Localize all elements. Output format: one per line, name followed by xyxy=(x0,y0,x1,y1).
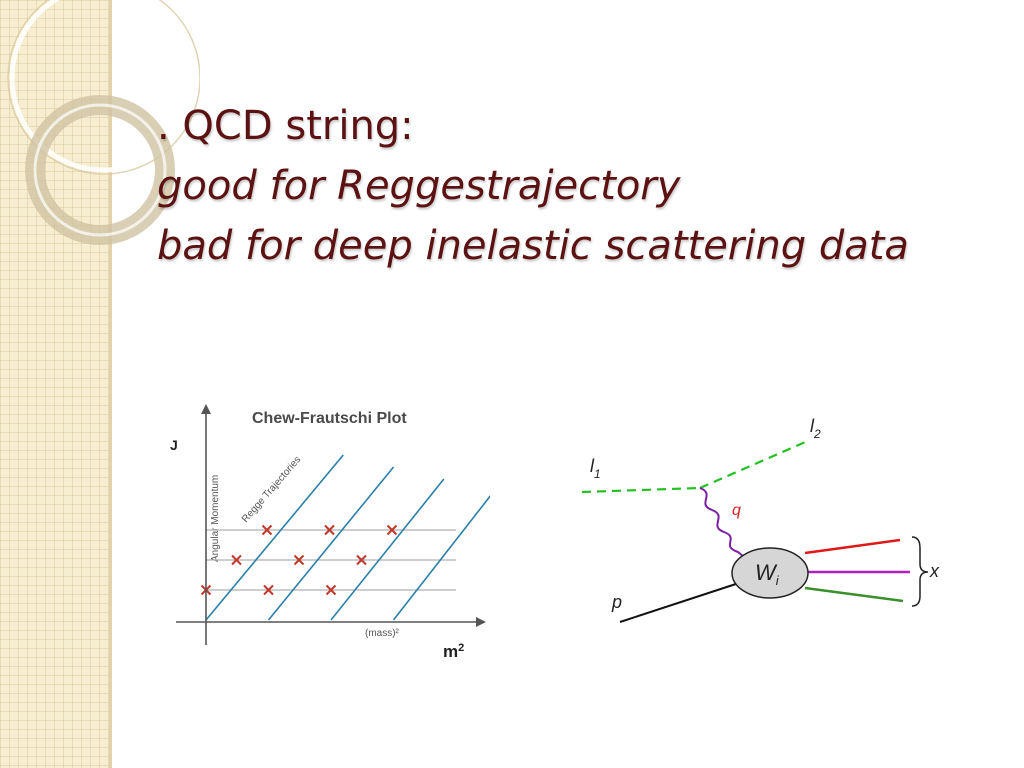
x-axis-caption: (mass)² xyxy=(365,628,400,639)
dis-feynman-diagram: Wi x l1 l2 q p xyxy=(581,416,940,623)
regge-trajectory-4 xyxy=(392,495,490,621)
final-state-label: x xyxy=(929,561,940,581)
level-lines xyxy=(206,529,456,591)
decorative-ring-outer xyxy=(9,0,199,173)
resonance-point xyxy=(231,554,242,566)
proton-line xyxy=(619,581,743,623)
resonance-point xyxy=(293,554,305,566)
resonance-point xyxy=(325,584,337,596)
title-line-2: good for Reggestrajectory xyxy=(157,163,681,209)
incoming-lepton-label-main: l xyxy=(590,456,595,476)
blob-label-sub: i xyxy=(776,573,780,588)
outgoing-lepton-line xyxy=(699,438,811,490)
regge-trajectory-1 xyxy=(205,454,344,621)
resonance-point xyxy=(386,524,398,536)
outgoing-lepton-label: l2 xyxy=(810,416,821,441)
resonance-point xyxy=(263,584,274,596)
chew-frautschi-chart: Chew-Frautschi Plot J m2 Angular Momentu… xyxy=(170,404,490,661)
trajectory-lines xyxy=(205,454,490,621)
title-line-3: bad for deep inelastic scattering data xyxy=(157,223,909,269)
blob-label: Wi xyxy=(755,560,780,588)
decorative-ring-inner-highlight xyxy=(33,103,167,237)
blob-label-main: W xyxy=(755,560,778,585)
x-axis-arrow xyxy=(476,617,486,627)
final-state-brace xyxy=(911,536,929,607)
incoming-lepton-line xyxy=(581,486,701,494)
resonance-point xyxy=(324,524,335,536)
x-axis-symbol: m2 xyxy=(443,642,464,661)
outgoing-lepton-label-main: l xyxy=(810,416,815,436)
jet-red-line xyxy=(804,538,901,555)
x-axis-symbol-sup: 2 xyxy=(458,642,464,654)
photon-label: q xyxy=(732,502,741,519)
chart-title: Chew-Frautschi Plot xyxy=(252,410,407,427)
outgoing-lepton-label-sub: 2 xyxy=(813,427,821,441)
incoming-lepton-label: l1 xyxy=(590,456,601,481)
decorative-rings xyxy=(7,0,200,245)
virtual-photon-line xyxy=(699,487,745,558)
y-axis-symbol: J xyxy=(170,437,178,453)
slide-title: . QCD string: good for Reggestrajectory … xyxy=(157,96,1007,276)
title-line-1: . QCD string: xyxy=(157,103,414,149)
proton-label: p xyxy=(611,592,622,612)
jet-green-line xyxy=(804,586,904,603)
regge-trajectory-2 xyxy=(267,466,395,621)
y-axis-arrow xyxy=(201,404,211,414)
y-axis-caption: Angular Momentum xyxy=(210,475,221,562)
regge-trajectory-3 xyxy=(330,478,445,621)
incoming-lepton-label-sub: 1 xyxy=(594,467,601,481)
resonance-point xyxy=(356,554,367,566)
resonance-point xyxy=(261,524,273,536)
decorative-ring-outer-shadow xyxy=(7,0,200,175)
hadronic-blob xyxy=(731,547,809,599)
